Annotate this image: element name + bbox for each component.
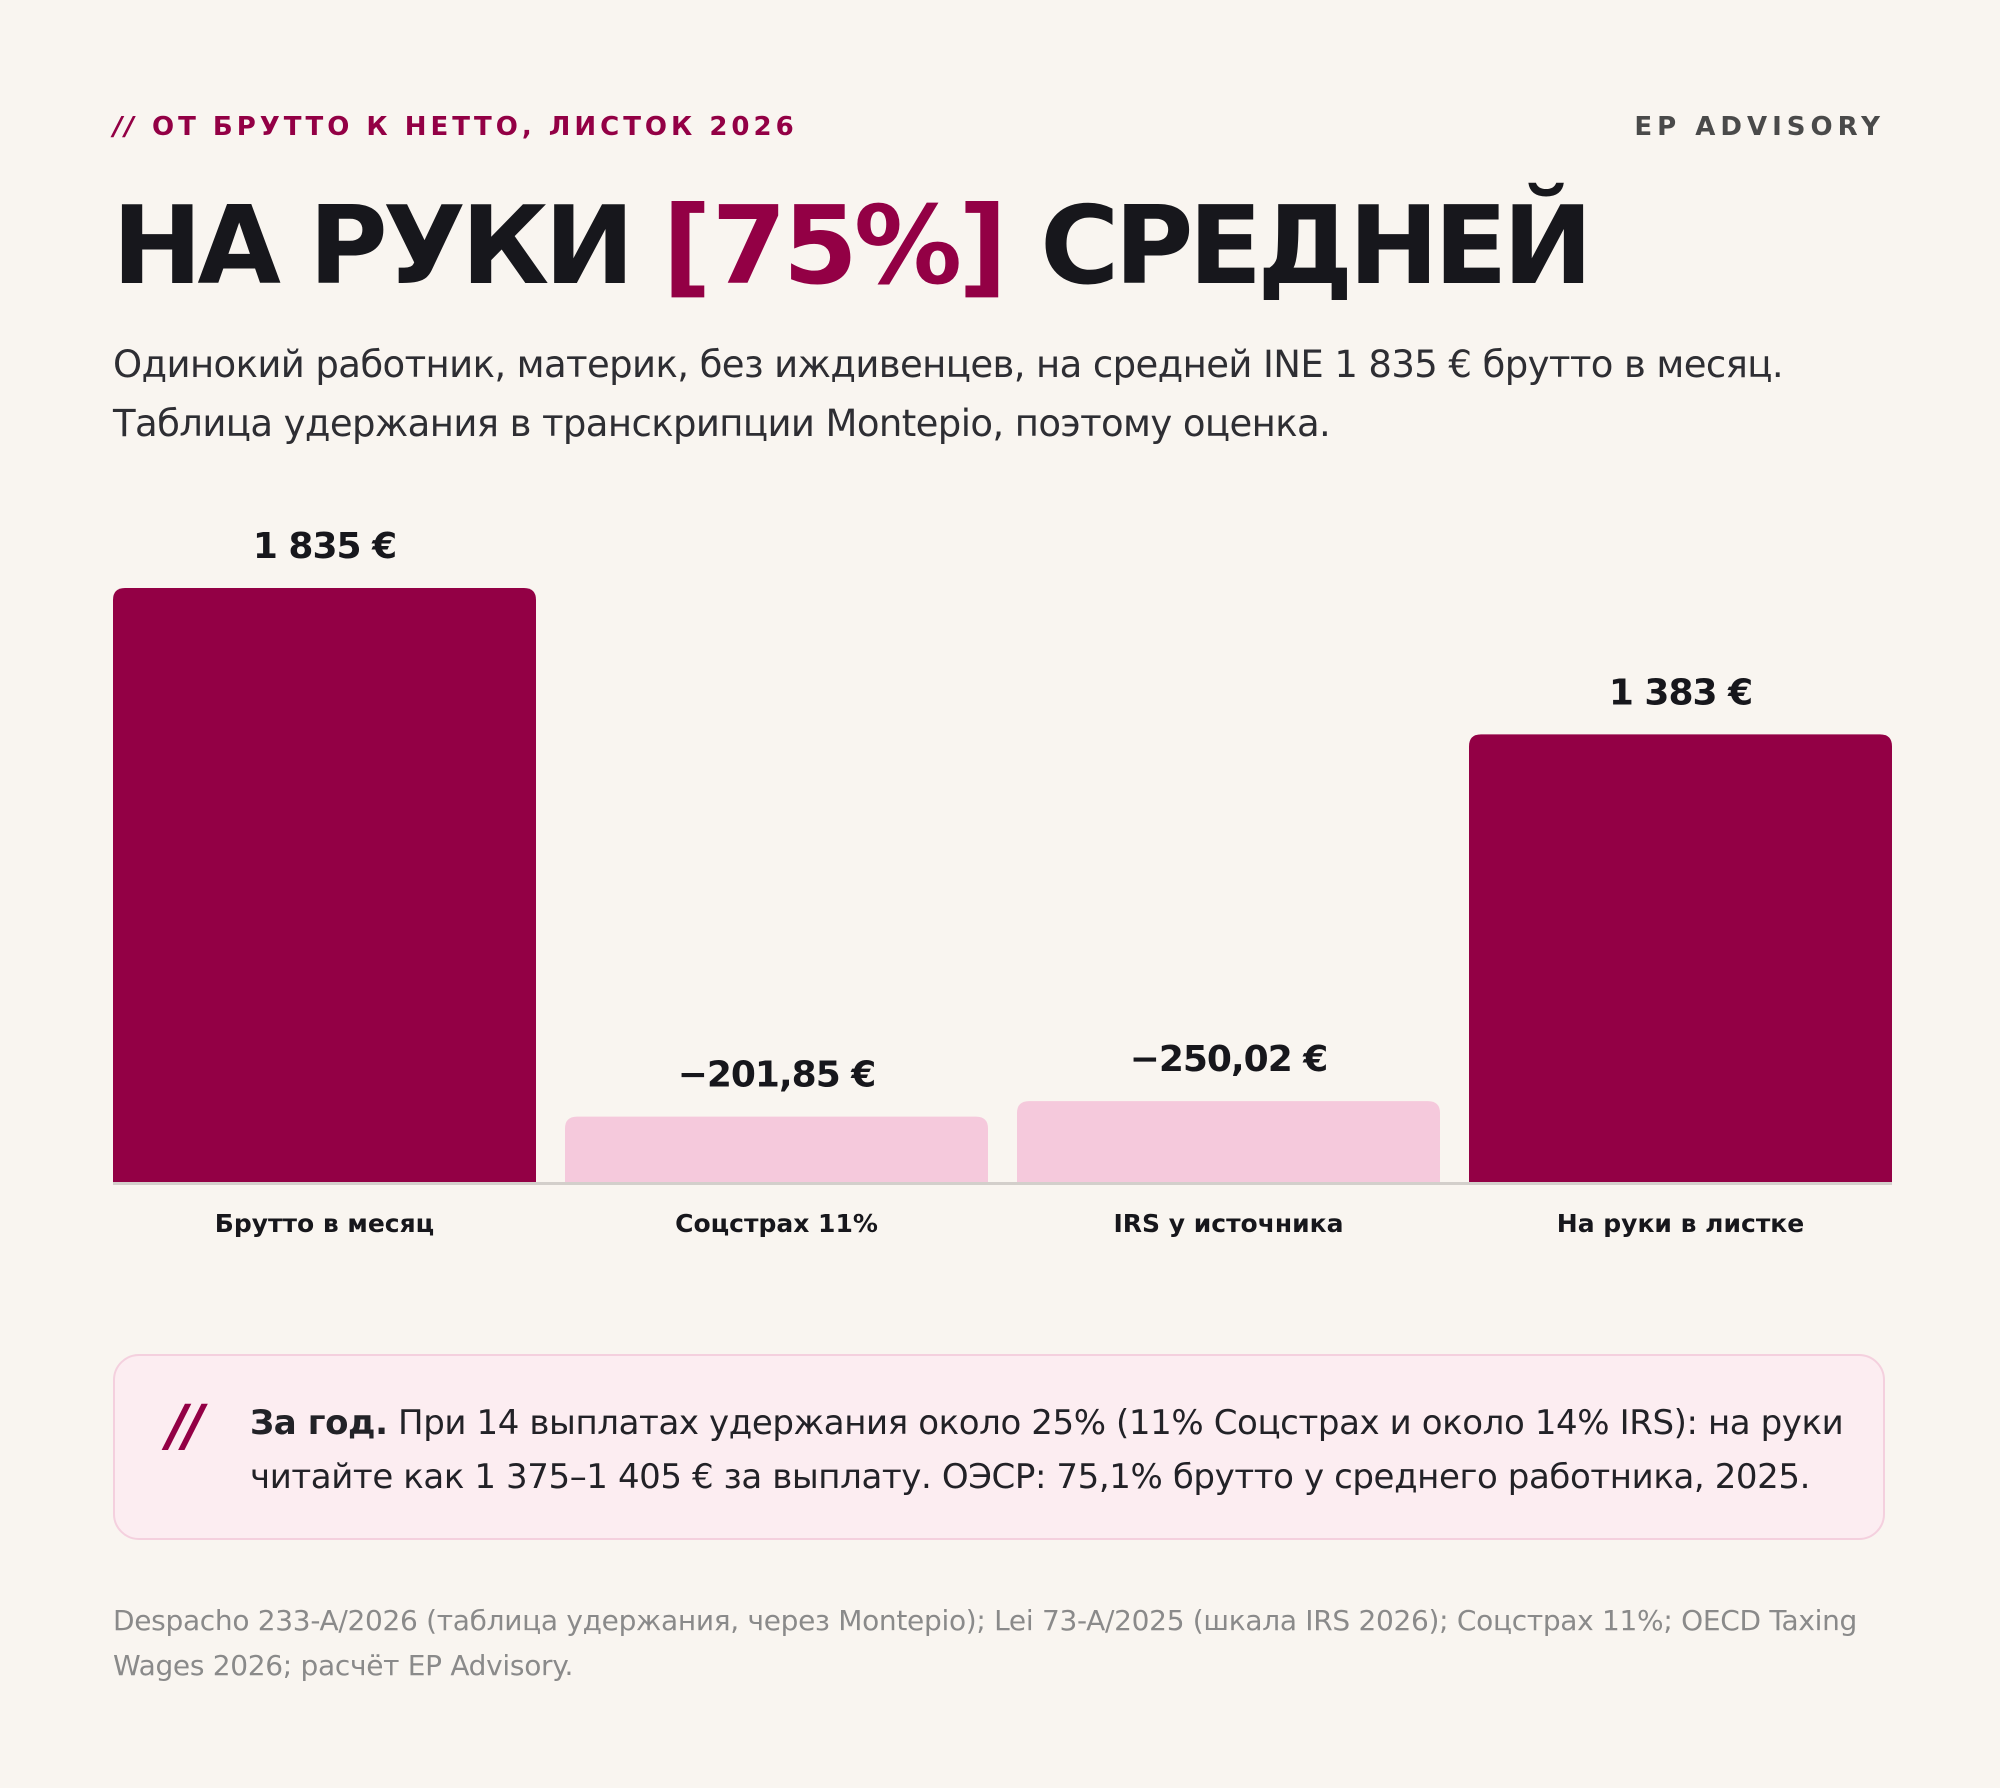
bar-4 (1469, 734, 1892, 1182)
value-label-2: −201,85 € (678, 1055, 876, 1096)
bar-3 (1017, 1101, 1440, 1182)
title-bracket-open: [ (662, 184, 712, 309)
value-label-3: −250,02 € (1130, 1039, 1328, 1080)
annual-callout: // За год. При 14 выплатах удержания око… (113, 1354, 1885, 1540)
value-label-1: 1 835 € (253, 526, 396, 567)
category-label-2: Соцстрах 11% (675, 1209, 878, 1238)
subtitle: Одинокий работник, материк, без иждивенц… (113, 343, 1784, 445)
title-right: СРЕДНЕЙ (1040, 184, 1593, 309)
category-label-1: Брутто в месяц (215, 1209, 434, 1238)
callout-slashes-icon: // (167, 1394, 204, 1459)
source-footnote: Despacho 233-A/2026 (таблица удержания, … (113, 1604, 1858, 1682)
bar-chart: 1 835 € Брутто в месяц −201,85 € Соцстрах 1… (113, 526, 1892, 1238)
callout-text: За год. При 14 выплатах удержания около … (250, 1396, 1850, 1504)
value-label-4: 1 383 € (1609, 672, 1752, 713)
kicker-slashes: // (113, 112, 136, 142)
title-bracket-close: ] (958, 184, 1008, 309)
bar-2 (565, 1116, 988, 1182)
category-label-3: IRS у источника (1113, 1209, 1343, 1238)
bar-1 (113, 588, 536, 1182)
kicker: // ОТ БРУТТО К НЕТТО, ЛИСТОК 2026 (113, 112, 798, 142)
title-highlight: 75% (711, 184, 963, 309)
callout-body: При 14 выплатах удержания около 25% (11%… (250, 1403, 1844, 1497)
kicker-text: ОТ БРУТТО К НЕТТО, ЛИСТОК 2026 (152, 112, 798, 142)
page-title: НА РУКИ [75%] СРЕДНЕЙ (112, 182, 1593, 312)
category-label-4: На руки в листке (1557, 1209, 1804, 1238)
brand-name: EP ADVISORY (1634, 112, 1885, 142)
title-left: НА РУКИ (112, 184, 635, 309)
callout-lead: За год. (250, 1403, 388, 1443)
